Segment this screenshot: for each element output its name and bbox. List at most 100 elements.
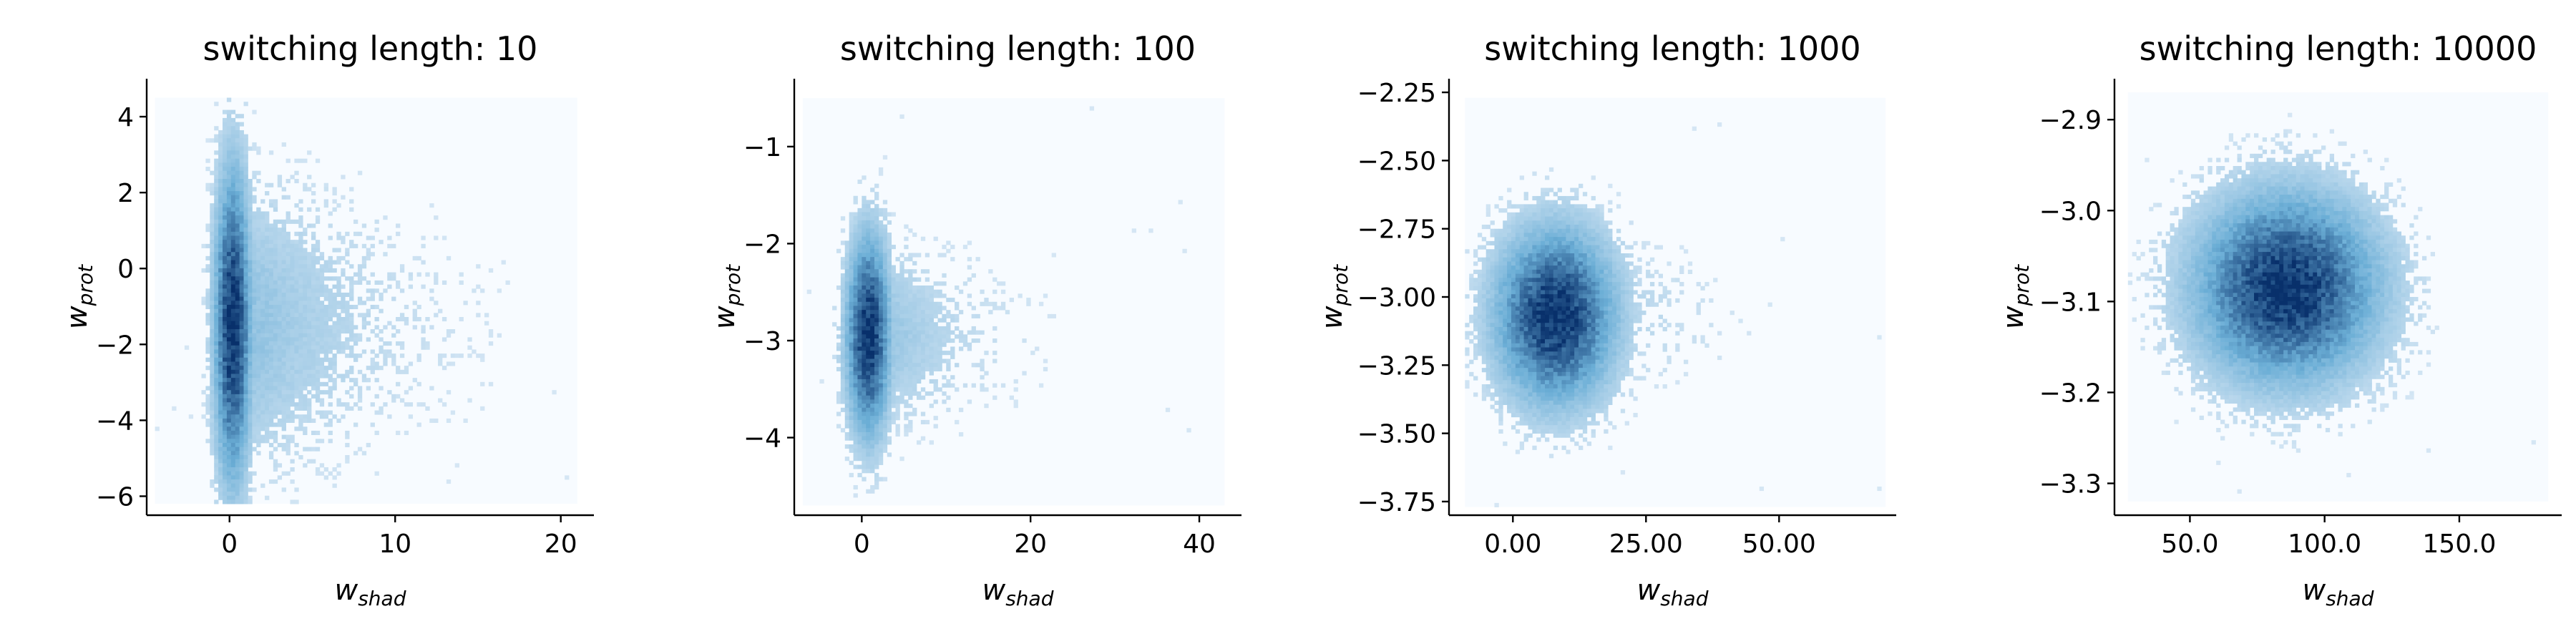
- heatmap-bin: [1503, 380, 1508, 385]
- heatmap-bin: [230, 492, 236, 497]
- heatmap-bin: [281, 280, 286, 286]
- heatmap-bin: [273, 308, 278, 313]
- heatmap-bin: [303, 345, 308, 350]
- heatmap-bin: [286, 357, 291, 362]
- heatmap-bin: [899, 269, 904, 274]
- heatmap-bin: [286, 345, 291, 350]
- heatmap-bin: [862, 387, 867, 392]
- heatmap-bin: [281, 321, 286, 326]
- heatmap-bin: [1511, 220, 1516, 225]
- heatmap-bin: [920, 411, 926, 416]
- heatmap-bin: [1511, 212, 1516, 217]
- heatmap-bin: [218, 390, 223, 395]
- heatmap-bin: [849, 419, 854, 424]
- heatmap-bin: [235, 495, 240, 500]
- heatmap-bin: [899, 298, 904, 303]
- heatmap-bin: [214, 463, 219, 468]
- heatmap-bin: [294, 158, 299, 163]
- heatmap-bin: [1561, 343, 1566, 348]
- heatmap-bin: [311, 317, 316, 322]
- heatmap-bin: [357, 386, 363, 391]
- heatmap-bin: [210, 268, 215, 273]
- heatmap-bin: [298, 235, 303, 240]
- heatmap-bin: [281, 386, 286, 391]
- heatmap-bin: [882, 342, 888, 347]
- heatmap-bin: [1541, 433, 1546, 438]
- heatmap-bin: [366, 366, 371, 371]
- heatmap-bin: [239, 219, 244, 224]
- heatmap-bin: [1548, 278, 1554, 283]
- heatmap-bin: [853, 322, 858, 327]
- heatmap-bin: [1561, 392, 1566, 397]
- heatmap-bin: [230, 378, 236, 383]
- heatmap-bin: [849, 248, 854, 253]
- y-tick-label: −2: [743, 230, 781, 259]
- heatmap-bin: [997, 306, 1002, 311]
- heatmap-bin: [874, 416, 879, 421]
- heatmap-bin: [882, 444, 888, 449]
- heatmap-bin: [303, 381, 308, 386]
- heatmap-bin: [1541, 245, 1546, 250]
- heatmap-bin: [226, 398, 232, 403]
- heatmap-bin: [332, 199, 337, 204]
- heatmap-bin: [1561, 212, 1566, 217]
- heatmap-bin: [268, 292, 274, 298]
- heatmap-bin: [235, 138, 240, 143]
- heatmap-bin: [882, 334, 888, 339]
- heatmap-bin: [908, 293, 913, 298]
- heatmap-bin: [899, 286, 904, 291]
- heatmap-bin: [1548, 200, 1554, 205]
- heatmap-bin: [1557, 335, 1562, 340]
- heatmap-bin: [235, 353, 240, 358]
- heatmap-bin: [1507, 376, 1512, 381]
- heatmap-bin: [1481, 237, 1487, 242]
- heatmap-bin: [248, 321, 253, 326]
- heatmap-bin: [349, 386, 354, 391]
- heatmap-bin: [912, 366, 917, 371]
- heatmap-bin: [260, 333, 265, 338]
- heatmap-bin: [210, 280, 215, 286]
- heatmap-bin: [370, 272, 375, 277]
- heatmap-bin: [218, 248, 223, 253]
- heatmap-bin: [844, 306, 850, 311]
- heatmap-bin: [1473, 306, 1478, 311]
- heatmap-bin: [1536, 204, 1541, 209]
- heatmap-bin: [226, 182, 232, 187]
- heatmap-bin: [1548, 359, 1554, 364]
- heatmap-bin: [971, 383, 976, 388]
- heatmap-bin: [836, 411, 841, 416]
- heatmap-bin: [1528, 409, 1533, 414]
- heatmap-bin: [239, 487, 244, 492]
- y-tick-label: −3: [743, 327, 781, 356]
- heatmap-bin: [933, 366, 938, 371]
- heatmap-bin: [1494, 347, 1499, 352]
- heatmap-bin: [946, 310, 951, 315]
- heatmap-bin: [223, 430, 228, 436]
- heatmap-bin: [853, 301, 858, 306]
- heatmap-bin: [281, 357, 286, 362]
- heatmap-bin: [294, 272, 299, 277]
- heatmap-bin: [878, 253, 884, 258]
- heatmap-bin: [1523, 208, 1528, 213]
- heatmap-bin: [874, 472, 879, 477]
- heatmap-bin: [441, 353, 447, 358]
- heatmap-bin: [874, 216, 879, 221]
- heatmap-bin: [1566, 294, 1571, 299]
- heatmap-bin: [223, 134, 228, 139]
- heatmap-bin: [235, 434, 240, 439]
- heatmap-bin: [929, 334, 934, 339]
- heatmap-bin: [878, 444, 884, 449]
- heatmap-bin: [1515, 368, 1521, 373]
- heatmap-bin: [303, 284, 308, 289]
- heatmap-bin: [336, 349, 341, 354]
- heatmap-bin: [328, 366, 333, 371]
- heatmap-bin: [899, 399, 904, 404]
- heatmap-bin: [357, 272, 363, 277]
- heatmap-bin: [239, 280, 244, 286]
- heatmap-bin: [942, 391, 947, 396]
- heatmap-bin: [891, 375, 896, 380]
- heatmap-bin: [223, 122, 228, 127]
- heatmap-bin: [904, 322, 909, 327]
- heatmap-bin: [235, 255, 240, 260]
- heatmap-bin: [323, 366, 328, 371]
